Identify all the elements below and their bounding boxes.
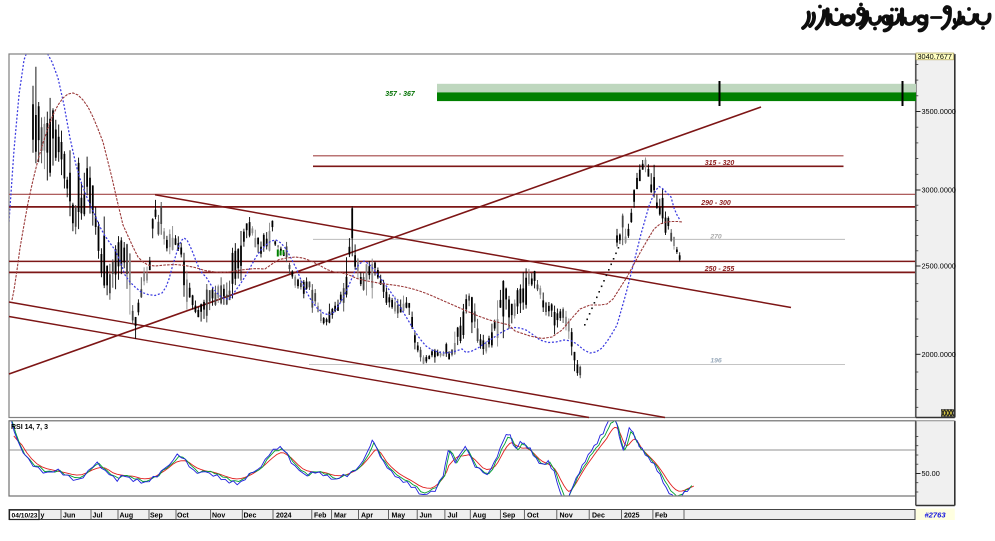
svg-text:y: y <box>41 513 45 520</box>
svg-text:3040.7677: 3040.7677 <box>918 52 953 61</box>
svg-text:04/10/23: 04/10/23 <box>12 512 38 519</box>
svg-text:196: 196 <box>710 358 722 365</box>
svg-text:Apr: Apr <box>361 513 373 520</box>
svg-text:3000.0000: 3000.0000 <box>922 186 957 195</box>
svg-text:2025: 2025 <box>624 513 640 520</box>
svg-text:315 - 320: 315 - 320 <box>705 160 735 167</box>
svg-text:270: 270 <box>709 234 722 241</box>
svg-text:Oct: Oct <box>177 513 189 520</box>
svg-text:Feb: Feb <box>314 513 326 520</box>
svg-text:Sep: Sep <box>503 513 516 520</box>
svg-text:May: May <box>392 513 406 520</box>
svg-text:50.00: 50.00 <box>922 469 940 478</box>
svg-text:Dec: Dec <box>592 513 605 520</box>
svg-text:Sep: Sep <box>150 513 163 520</box>
svg-text:3500.0000: 3500.0000 <box>922 107 957 116</box>
svg-text:Jul: Jul <box>93 513 103 520</box>
svg-text:#2763: #2763 <box>924 510 946 519</box>
svg-text:2500.0000: 2500.0000 <box>922 262 957 271</box>
svg-text:Dec: Dec <box>244 513 257 520</box>
svg-text:Jun: Jun <box>63 513 75 520</box>
svg-text:2024: 2024 <box>276 513 292 520</box>
svg-text:250 - 255: 250 - 255 <box>704 266 735 273</box>
svg-text:290 - 300: 290 - 300 <box>700 200 731 207</box>
svg-text:Jul: Jul <box>448 513 458 520</box>
svg-text:Feb: Feb <box>655 513 667 520</box>
svg-text:Aug: Aug <box>473 513 487 520</box>
svg-text:Oct: Oct <box>527 513 539 520</box>
svg-text:Nov: Nov <box>212 513 225 520</box>
svg-text:RSI 14, 7, 3: RSI 14, 7, 3 <box>11 424 48 431</box>
svg-text:357 - 367: 357 - 367 <box>385 91 416 98</box>
svg-text:2000.0000: 2000.0000 <box>922 350 957 359</box>
svg-text:Aug: Aug <box>120 513 134 520</box>
svg-text:Jun: Jun <box>420 513 432 520</box>
svg-text:Mar: Mar <box>334 513 347 520</box>
svg-text:Nov: Nov <box>560 513 573 520</box>
